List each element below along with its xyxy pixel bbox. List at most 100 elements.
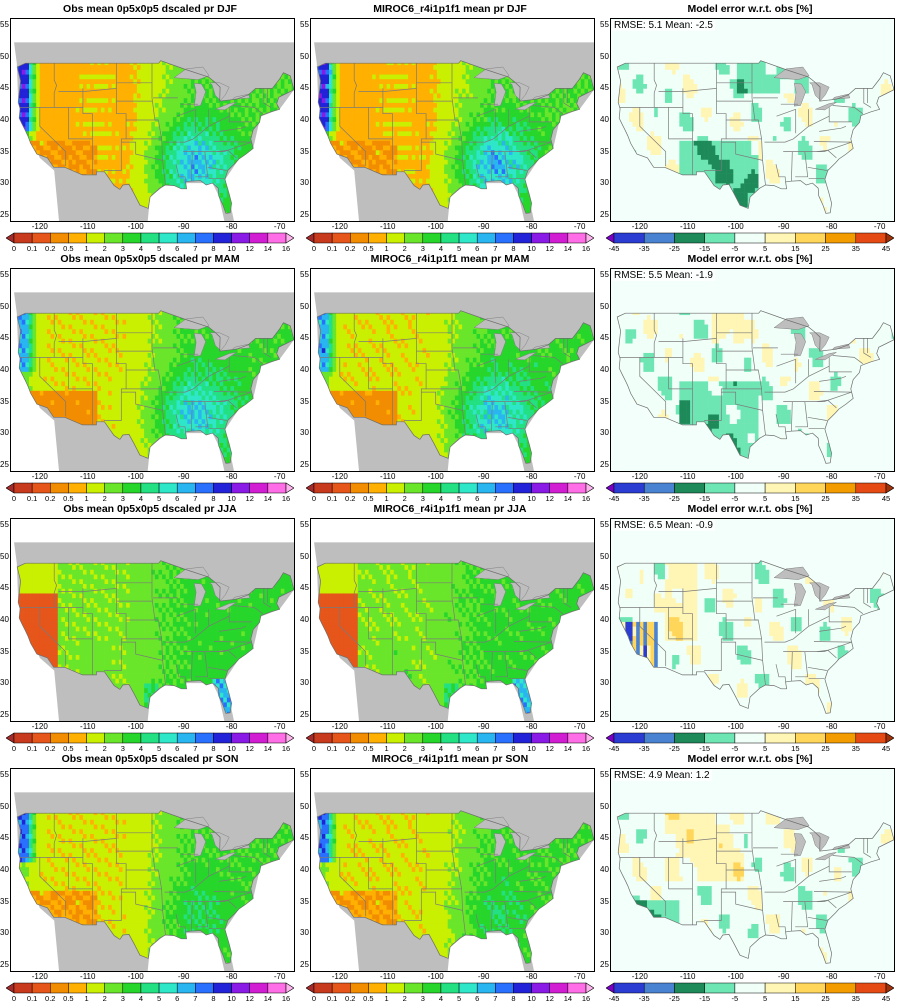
field-cell xyxy=(173,79,177,84)
field-cell xyxy=(176,112,180,117)
field-cell xyxy=(166,70,170,75)
field-cell xyxy=(137,79,141,84)
field-cell xyxy=(343,84,347,89)
field-cell xyxy=(87,150,91,155)
field-cell xyxy=(58,131,62,136)
field-cell xyxy=(415,169,419,174)
field-cell xyxy=(212,117,216,122)
field-cell xyxy=(426,103,430,108)
colorbar-swatch xyxy=(50,233,68,243)
field-cell xyxy=(372,150,376,155)
field-cell xyxy=(354,122,358,127)
field-cell xyxy=(159,93,163,98)
field-cell xyxy=(97,136,101,141)
field-cell xyxy=(126,131,130,136)
field-cell xyxy=(419,145,423,150)
field-cell xyxy=(54,103,58,108)
field-cell xyxy=(137,174,141,179)
field-cell xyxy=(245,98,249,103)
field-cell xyxy=(166,178,170,183)
field-cell xyxy=(336,98,340,103)
field-cell xyxy=(390,93,394,98)
field-cell xyxy=(123,65,127,70)
field-cell xyxy=(173,126,177,131)
field-cell xyxy=(126,117,130,122)
field-cell xyxy=(220,155,224,160)
field-cell xyxy=(176,88,180,93)
field-cell xyxy=(97,107,101,112)
field-cell xyxy=(329,84,333,89)
field-cell xyxy=(126,107,130,112)
field-cell xyxy=(105,84,109,89)
field-cell xyxy=(137,112,141,117)
field-cell xyxy=(105,141,109,146)
lat-tick-label: 50 xyxy=(0,52,9,61)
field-cell xyxy=(173,93,177,98)
field-cell xyxy=(329,107,333,112)
field-cell xyxy=(372,65,376,70)
field-cell xyxy=(241,145,245,150)
field-cell xyxy=(412,65,416,70)
field-cell xyxy=(397,93,401,98)
field-cell xyxy=(238,103,242,108)
field-cell xyxy=(115,126,119,131)
field-cell xyxy=(390,164,394,169)
field-cell xyxy=(241,112,245,117)
field-cell xyxy=(173,131,177,136)
field-cell xyxy=(180,88,184,93)
field-cell xyxy=(65,70,69,75)
field-cell xyxy=(238,150,242,155)
field-cell xyxy=(351,112,355,117)
field-cell xyxy=(69,103,73,108)
field-cell xyxy=(322,117,326,122)
field-cell xyxy=(65,65,69,70)
field-cell xyxy=(76,84,80,89)
field-cell xyxy=(144,141,148,146)
field-cell xyxy=(43,145,47,150)
field-cell xyxy=(25,112,29,117)
field-cell xyxy=(412,112,416,117)
field-cell xyxy=(376,117,380,122)
field-cell xyxy=(162,122,166,127)
field-cell xyxy=(61,98,65,103)
field-cell xyxy=(191,98,195,103)
field-cell xyxy=(397,98,401,103)
field-cell xyxy=(336,131,340,136)
field-cell xyxy=(191,122,195,127)
field-cell xyxy=(347,117,351,122)
field-cell xyxy=(65,93,69,98)
field-cell xyxy=(419,131,423,136)
field-cell xyxy=(336,141,340,146)
field-cell xyxy=(379,131,383,136)
field-cell xyxy=(336,93,340,98)
field-cell xyxy=(87,131,91,136)
field-cell xyxy=(176,79,180,84)
field-cell xyxy=(205,84,209,89)
field-cell xyxy=(202,174,206,179)
field-cell xyxy=(354,126,358,131)
field-cell xyxy=(137,103,141,108)
field-cell xyxy=(155,88,159,93)
field-cell xyxy=(322,65,326,70)
field-cell xyxy=(223,112,227,117)
field-cell xyxy=(159,107,163,112)
field-cell xyxy=(351,107,355,112)
field-cell xyxy=(36,103,40,108)
field-cell xyxy=(379,122,383,127)
field-cell xyxy=(419,122,423,127)
field-cell xyxy=(105,70,109,75)
field-cell xyxy=(220,145,224,150)
field-cell xyxy=(58,112,62,117)
field-cell xyxy=(397,103,401,108)
field-cell xyxy=(274,88,278,93)
field-cell xyxy=(405,70,409,75)
field-cell xyxy=(40,98,44,103)
field-cell xyxy=(433,126,437,131)
field-cell xyxy=(394,131,398,136)
field-cell xyxy=(33,88,37,93)
field-cell xyxy=(33,84,37,89)
field-cell xyxy=(383,107,387,112)
field-cell xyxy=(401,103,405,108)
field-cell xyxy=(137,122,141,127)
